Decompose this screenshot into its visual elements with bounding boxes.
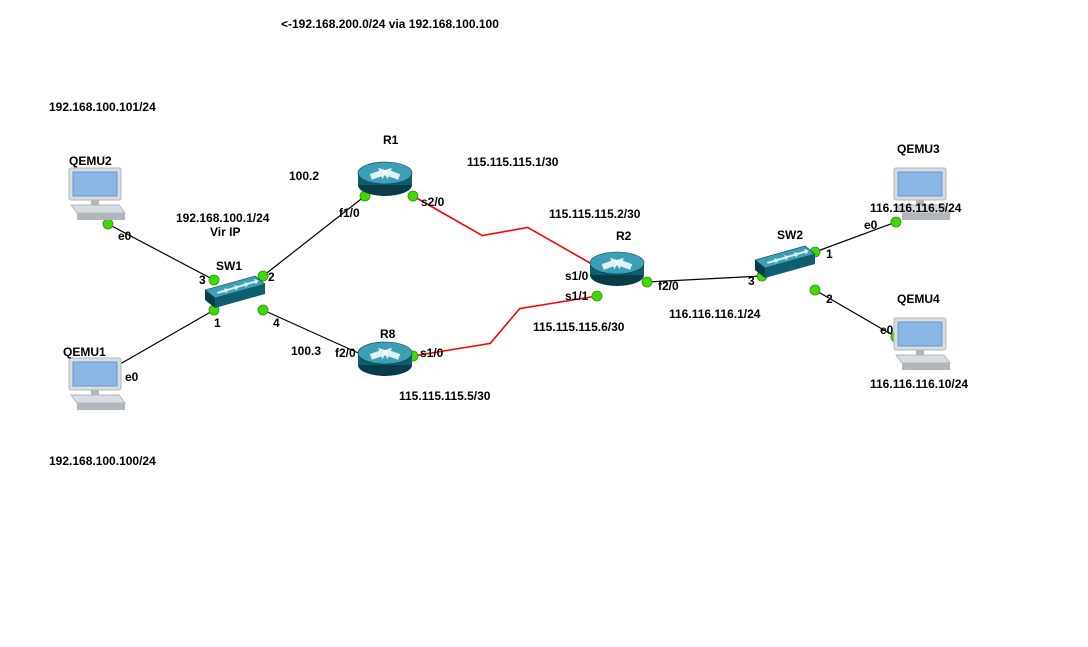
r8-f20: f2/0 — [335, 346, 356, 360]
router-icon — [358, 342, 412, 376]
port-dot — [209, 275, 219, 285]
r2-wan-b: 115.115.115.6/30 — [533, 320, 624, 334]
sw1-vip1: 192.168.100.1/24 — [176, 211, 269, 225]
router-icon — [590, 252, 644, 286]
port-dot — [103, 219, 113, 229]
sw1-p4: 4 — [273, 316, 280, 330]
port-dot — [408, 191, 418, 201]
port-dot — [891, 217, 901, 227]
r2-label: R2 — [616, 229, 631, 243]
r8-label: R8 — [380, 327, 395, 341]
r1-wan: 115.115.115.1/30 — [467, 155, 558, 169]
port-dot — [810, 285, 820, 295]
sw1-p3: 3 — [199, 273, 206, 287]
sw2-p2: 2 — [826, 292, 833, 306]
port-dot — [642, 277, 652, 287]
r1-s20: s2/0 — [421, 195, 444, 209]
ethernet-link — [108, 310, 214, 371]
qemu1-port: e0 — [125, 370, 138, 384]
route-note: <-192.168.200.0/24 via 192.168.100.100 — [281, 17, 499, 31]
r8-s10: s1/0 — [420, 346, 443, 360]
r2-s11: s1/1 — [565, 289, 588, 303]
sw1-label: SW1 — [216, 259, 242, 273]
qemu1-ip: 192.168.100.100/24 — [49, 454, 156, 468]
port-dot — [258, 305, 268, 315]
qemu4-label: QEMU4 — [897, 292, 940, 306]
r2-f20: f2/0 — [658, 279, 679, 293]
router-icon — [358, 162, 412, 196]
qemu1-label: QEMU1 — [63, 345, 106, 359]
r1-f10: f1/0 — [339, 206, 360, 220]
qemu3-ip: 116.116.116.5/24 — [870, 201, 961, 215]
qemu2-ip: 192.168.100.101/24 — [49, 100, 156, 114]
switch-icon — [755, 246, 815, 278]
sw1-vip2: Vir IP — [210, 225, 240, 239]
qemu4-ip: 116.116.116.10/24 — [870, 377, 968, 391]
qemu3-label: QEMU3 — [897, 142, 940, 156]
sw1-p2: 2 — [268, 270, 275, 284]
r2-wan-a: 115.115.115.2/30 — [549, 207, 640, 221]
pc-icon — [69, 358, 125, 410]
r1-label: R1 — [383, 133, 398, 147]
pc-icon — [894, 318, 950, 370]
qemu3-port: e0 — [864, 218, 877, 232]
r2-s10: s1/0 — [565, 269, 588, 283]
r8-wan: 115.115.115.5/30 — [399, 389, 490, 403]
r1-100-2: 100.2 — [289, 169, 319, 183]
sw2-p3: 3 — [748, 274, 755, 288]
sw2-p1: 1 — [826, 247, 833, 261]
pc-icon — [69, 168, 125, 220]
port-dot — [592, 291, 602, 301]
qemu2-label: QEMU2 — [69, 154, 112, 168]
r2-lan: 116.116.116.1/24 — [669, 307, 760, 321]
qemu2-port: e0 — [118, 229, 131, 243]
sw2-label: SW2 — [777, 228, 803, 242]
r8-100-3: 100.3 — [291, 344, 321, 358]
sw1-p1: 1 — [214, 316, 221, 330]
qemu4-port: e0 — [880, 323, 893, 337]
